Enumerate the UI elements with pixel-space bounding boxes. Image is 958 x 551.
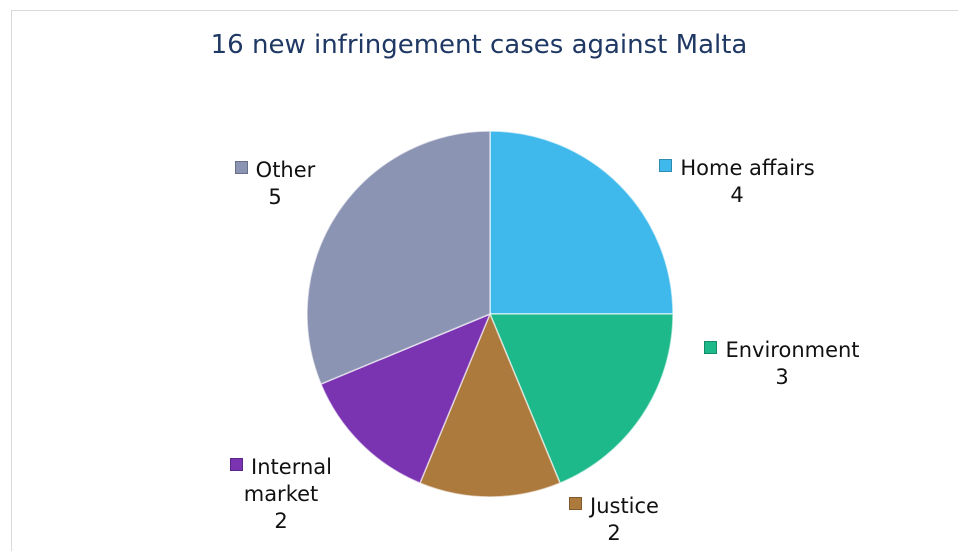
- legend-swatch: [234, 161, 248, 174]
- pie-slice: [306, 130, 491, 386]
- value-label: 4: [730, 183, 744, 207]
- label-name: Justice: [544, 493, 684, 520]
- data-label: Justice 2: [544, 493, 684, 547]
- chart-title: 16 new infringement cases against Malta: [210, 30, 748, 60]
- legend-swatch: [704, 341, 718, 354]
- label-name: Home affairs: [627, 155, 847, 182]
- value-label: 5: [268, 185, 282, 209]
- data-label: Home affairs 4: [627, 155, 847, 209]
- legend-swatch: [659, 159, 673, 172]
- category-label: Environment: [725, 338, 860, 362]
- label-name: Other: [205, 157, 345, 184]
- data-label: Environment 3: [672, 337, 892, 391]
- value-label: 2: [607, 521, 621, 545]
- frame: [11, 10, 958, 551]
- category-label: Internal market: [243, 455, 332, 506]
- pie-slice: [418, 312, 562, 498]
- legend-swatch: [569, 497, 582, 510]
- category-label: Home affairs: [680, 156, 815, 180]
- data-label: Other 5: [205, 157, 345, 211]
- legend-swatch: [230, 458, 244, 471]
- pie-slice: [319, 312, 492, 485]
- data-label: Internal market 2: [226, 454, 336, 535]
- label-name: Environment: [672, 337, 892, 364]
- category-label: Justice: [590, 494, 659, 518]
- pie-slice: [488, 313, 674, 485]
- value-label: 2: [274, 509, 288, 533]
- category-label: Other: [255, 158, 316, 182]
- pie-slice: [489, 130, 674, 315]
- value-label: 3: [775, 365, 789, 389]
- label-name: Internal market: [226, 454, 336, 508]
